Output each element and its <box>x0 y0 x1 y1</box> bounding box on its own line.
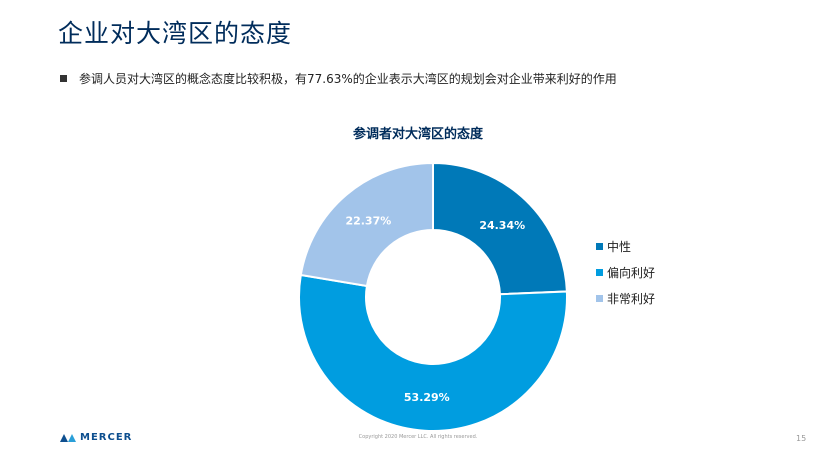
legend-label: 非常利好 <box>607 291 656 306</box>
legend-swatch <box>596 242 603 250</box>
mercer-logo-icon <box>60 433 76 442</box>
legend-swatch <box>596 294 603 302</box>
slice-label-2: 53.29% <box>404 391 450 404</box>
legend-item-2: 偏向利好 <box>596 259 655 285</box>
bullet-text: 参调人员对大湾区的概念态度比较积极，有77.63%的企业表示大湾区的规划会对企业… <box>79 72 617 86</box>
slice-label-3: 22.37% <box>345 215 391 228</box>
legend-label: 中性 <box>607 239 632 254</box>
legend-swatch <box>596 268 603 276</box>
chart-legend: 中性偏向利好非常利好 <box>596 233 655 311</box>
legend-item-3: 非常利好 <box>596 285 655 311</box>
slide-title: 企业对大湾区的态度 <box>58 19 293 48</box>
slice-2 <box>298 273 568 432</box>
logo-text: MERCER <box>80 432 133 443</box>
slice-label-1: 24.34% <box>479 219 525 232</box>
chart-title: 参调者对大湾区的态度 <box>352 127 483 142</box>
mercer-logo: MERCER <box>60 432 132 443</box>
legend-item-1: 中性 <box>596 233 655 259</box>
page-number: 15 <box>796 434 807 443</box>
legend-label: 偏向利好 <box>607 265 656 280</box>
bullet-square-icon <box>60 75 67 82</box>
slice-3 <box>299 161 434 288</box>
slice-1 <box>432 161 568 296</box>
copyright-text: Copyright 2020 Mercer LLC. All rights re… <box>358 434 478 440</box>
bullet-point: 参调人员对大湾区的概念态度比较积极，有77.63%的企业表示大湾区的规划会对企业… <box>60 70 617 87</box>
